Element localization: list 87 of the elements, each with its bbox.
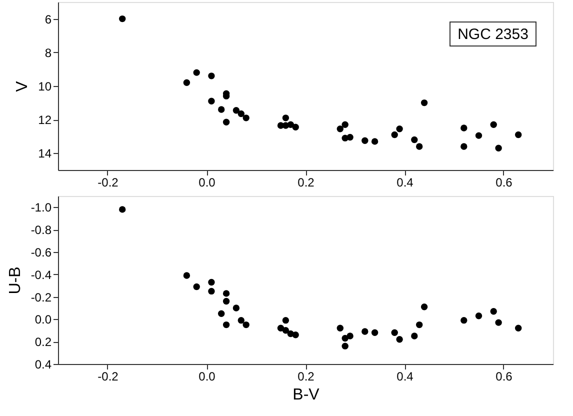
point (371, 329, 378, 336)
y-tick-label: 12 (38, 113, 52, 128)
point (420, 99, 428, 106)
point (346, 134, 354, 141)
y-axis-title: U-B (6, 266, 24, 294)
point (222, 118, 230, 126)
x-tick-label: -0.2 (98, 370, 119, 384)
point (282, 114, 290, 122)
y-axis-title: V (14, 80, 32, 92)
y-tick-label: -1.0 (30, 200, 52, 215)
point (495, 319, 502, 326)
point (342, 342, 348, 350)
point (460, 124, 468, 132)
point (391, 131, 398, 138)
point (118, 206, 126, 213)
point (336, 324, 344, 332)
point (193, 283, 200, 290)
y-tick-label: 0.2 (34, 335, 52, 350)
point (183, 79, 190, 86)
point (391, 329, 398, 336)
point (208, 72, 215, 80)
point (292, 124, 299, 131)
point (514, 324, 522, 332)
point (475, 312, 482, 320)
y-tick-label: 0.4 (34, 358, 52, 372)
x-tick-label: 0.6 (496, 176, 513, 190)
point (208, 278, 215, 286)
point (460, 316, 468, 324)
point (396, 125, 403, 132)
point (416, 321, 423, 328)
x-tick-label: 0.4 (396, 176, 414, 190)
point (277, 324, 284, 332)
x-tick-label: 0.2 (298, 176, 315, 190)
y-tick-label: 6 (44, 12, 52, 26)
point (222, 298, 230, 305)
y-tick-label: 14 (38, 146, 52, 161)
point (292, 332, 299, 338)
point (514, 131, 522, 138)
y-tick-label: -0.6 (30, 246, 52, 260)
x-tick-label: 0.0 (198, 370, 216, 384)
point (396, 336, 403, 343)
point (193, 69, 200, 76)
y-tick-label: -0.8 (30, 223, 52, 238)
point (362, 328, 368, 335)
point (222, 290, 230, 297)
point (238, 110, 245, 118)
point (490, 121, 497, 128)
annotation: NGC 2353 (458, 26, 528, 43)
point (475, 132, 482, 139)
y-tick-label: 10 (38, 80, 52, 94)
point (490, 308, 497, 315)
point (336, 125, 344, 132)
x-tick-label: 0.6 (496, 370, 513, 384)
y-tick-label: -0.4 (30, 268, 52, 282)
y-tick-label: -0.2 (30, 290, 52, 304)
point (242, 321, 250, 328)
point (118, 15, 126, 22)
point (232, 107, 240, 114)
point (242, 114, 250, 122)
point (416, 143, 423, 150)
x-tick-label: 0.4 (396, 370, 414, 384)
x-axis-title: B-V (292, 386, 320, 404)
point (183, 272, 190, 279)
point (222, 321, 230, 328)
point (460, 143, 468, 150)
point (411, 332, 418, 340)
point (238, 316, 245, 324)
point (287, 121, 294, 128)
point (218, 310, 225, 317)
point (371, 138, 378, 145)
point (218, 106, 225, 113)
point (282, 327, 290, 334)
point (342, 121, 348, 128)
point (282, 316, 290, 324)
y-tick-label: 0.0 (34, 312, 52, 327)
point (495, 144, 502, 152)
point (362, 137, 368, 144)
point (232, 304, 240, 312)
point (420, 304, 428, 310)
point (208, 288, 215, 295)
point (208, 98, 215, 104)
x-tick-label: 0.0 (198, 176, 216, 190)
point (346, 332, 354, 340)
y-tick-label: 8 (44, 46, 52, 60)
x-tick-label: -0.2 (98, 176, 119, 190)
x-tick-label: 0.2 (298, 370, 315, 384)
point (411, 136, 418, 144)
